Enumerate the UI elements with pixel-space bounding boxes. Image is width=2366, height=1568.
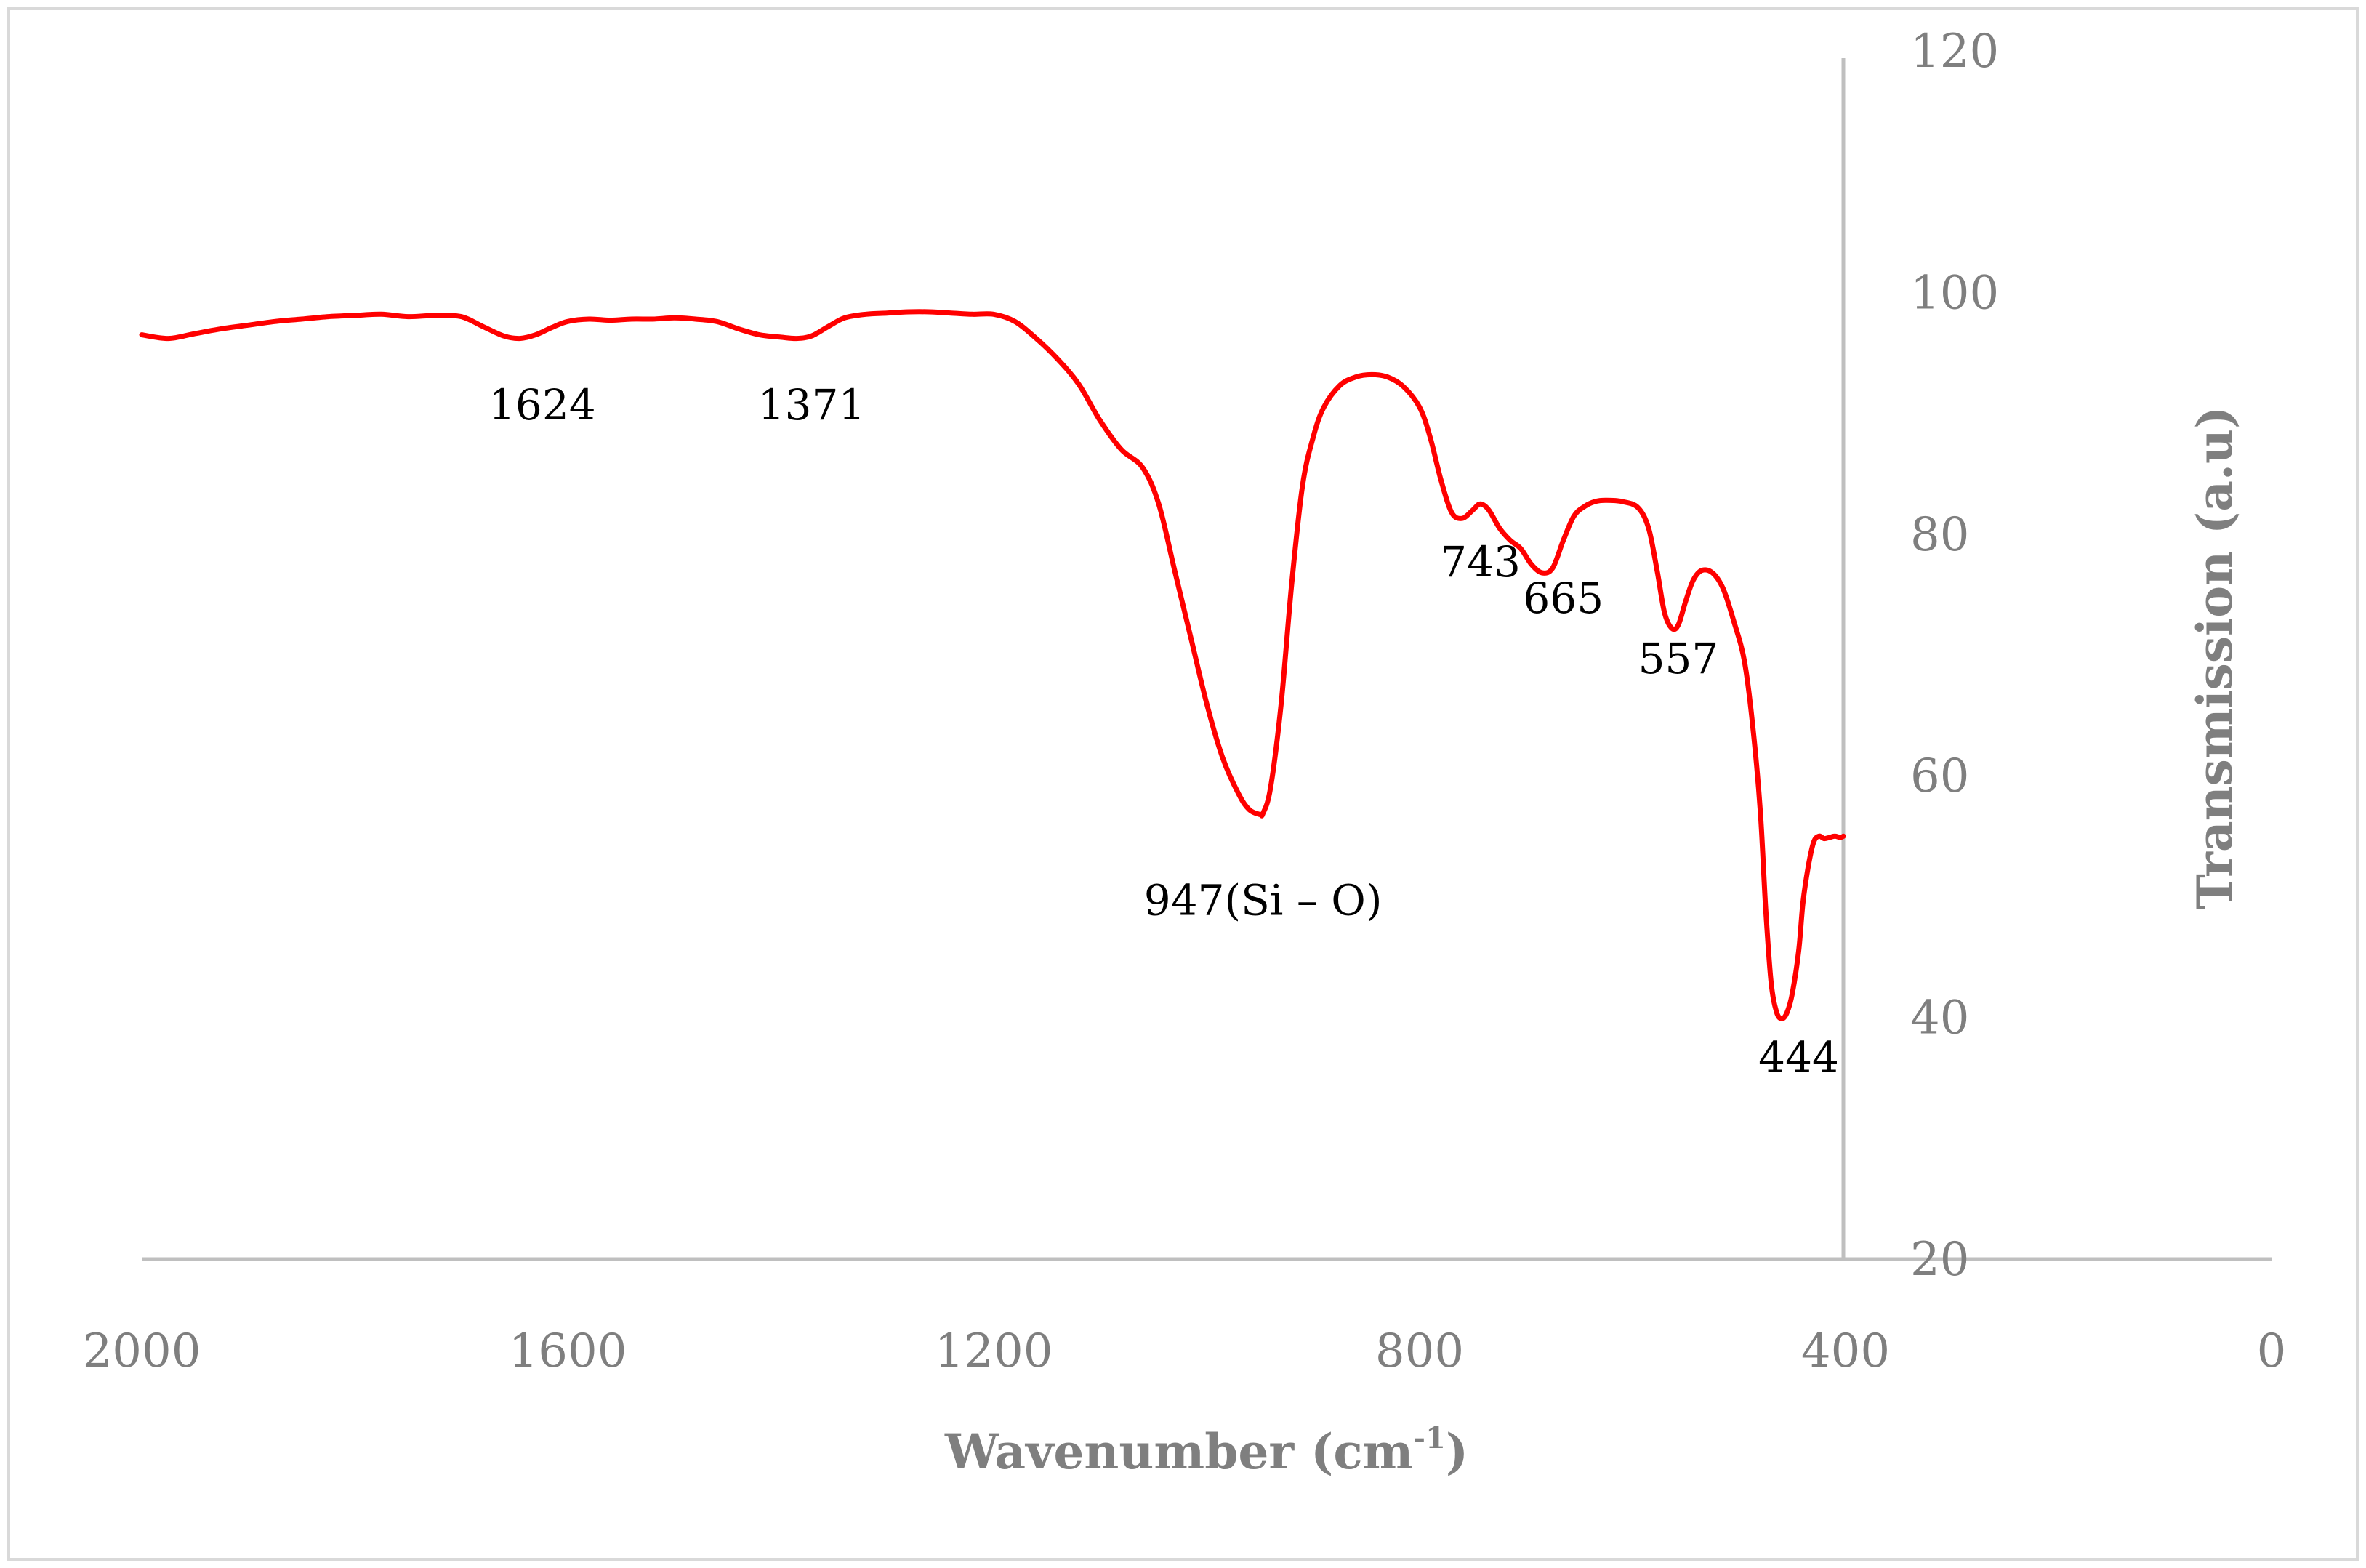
x-axis-title-close: ) — [1446, 1423, 1468, 1480]
x-axis-title-sup: -1 — [1413, 1421, 1445, 1455]
peak-label: 557 — [1638, 634, 1719, 683]
peak-label: 743 — [1440, 537, 1521, 587]
y-tick-label: 40 — [1910, 992, 1969, 1045]
peak-label: 665 — [1523, 574, 1604, 623]
y-tick-label: 80 — [1910, 508, 1969, 562]
y-tick-label: 120 — [1910, 25, 1999, 79]
x-tick-label: 1600 — [509, 1324, 627, 1378]
x-tick-label: 2000 — [83, 1324, 201, 1378]
y-tick-labels: 20 40 60 80 100 120 — [1910, 25, 1999, 1287]
y-tick-label: 60 — [1910, 749, 1969, 803]
y-axis-title: Transmission (a.u) — [2186, 406, 2243, 909]
x-axis-title-main: Wavenumber (cm — [944, 1423, 1413, 1480]
x-tick-label: 400 — [1801, 1324, 1890, 1378]
x-axis-title: Wavenumber (cm-1) — [944, 1421, 1468, 1480]
peak-label: 1371 — [758, 380, 866, 430]
x-tick-labels: 2000 1600 1200 800 400 0 — [83, 1324, 2287, 1378]
x-tick-label: 0 — [2257, 1324, 2287, 1378]
peak-label: 1624 — [488, 380, 596, 430]
x-tick-label: 1200 — [935, 1324, 1053, 1378]
y-tick-label: 20 — [1910, 1233, 1969, 1287]
peak-label: 947(Si – O) — [1144, 875, 1383, 925]
y-tick-label: 100 — [1910, 266, 1999, 320]
series-line-ftir — [139, 309, 1846, 1021]
chart-frame — [7, 7, 2359, 1561]
x-tick-label: 800 — [1375, 1324, 1464, 1378]
peak-label: 444 — [1758, 1032, 1839, 1082]
